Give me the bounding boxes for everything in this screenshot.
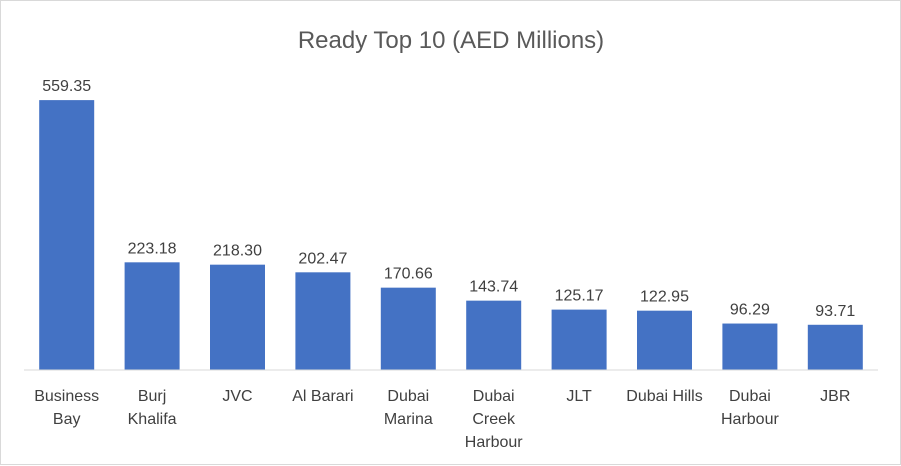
category-label-8-line-1: Harbour: [721, 411, 779, 428]
category-label-1-line-1: Khalifa: [128, 411, 177, 428]
category-label-0: Business Bay: [34, 388, 99, 428]
bar-0: [39, 100, 95, 371]
category-label-1: Burj Khalifa: [128, 388, 177, 428]
category-labels-group: Business Bay Burj Khalifa JVC Al Barari Dubai M…: [34, 388, 850, 451]
bar-6: [551, 309, 607, 370]
category-label-2-line-0: JVC: [222, 388, 252, 405]
bars-group: [39, 100, 863, 371]
category-label-1-line-0: Burj: [138, 388, 166, 405]
category-label-3-line-0: Al Barari: [292, 388, 353, 405]
category-label-2: JVC: [222, 388, 252, 405]
value-labels-group: 559.35 223.18 218.30 202.47 170.66 143.74 125.…: [42, 78, 855, 320]
value-label-2: 218.30: [213, 243, 262, 260]
chart-title: Ready Top 10 (AED Millions): [298, 27, 604, 54]
value-label-7: 122.95: [640, 289, 689, 306]
value-label-1: 223.18: [128, 240, 177, 257]
category-label-8: Dubai Harbour: [721, 388, 779, 428]
bar-2: [210, 264, 265, 370]
bar-5: [466, 300, 522, 370]
category-label-4: Dubai Marina: [384, 388, 433, 428]
value-label-5: 143.74: [469, 279, 518, 296]
category-label-7: Dubai Hills: [626, 388, 702, 405]
bar-1: [124, 262, 180, 370]
value-label-6: 125.17: [555, 288, 604, 305]
bar-8: [722, 323, 778, 370]
category-label-7-line-0: Dubai Hills: [626, 388, 702, 405]
category-label-6-line-0: JLT: [566, 388, 592, 405]
category-label-0-line-1: Bay: [53, 411, 81, 428]
value-label-3: 202.47: [298, 250, 347, 267]
value-label-4: 170.66: [384, 266, 433, 283]
category-label-9-line-0: JBR: [820, 388, 850, 405]
bar-3: [295, 272, 351, 370]
category-label-4-line-0: Dubai: [387, 388, 429, 405]
value-label-0: 559.35: [42, 78, 91, 95]
category-label-5-line-1: Creek: [472, 411, 516, 428]
category-label-5-line-0: Dubai: [473, 388, 515, 405]
bar-4: [380, 287, 436, 370]
category-label-5-line-2: Harbour: [465, 434, 523, 451]
category-label-8-line-0: Dubai: [729, 388, 771, 405]
category-label-9: JBR: [820, 388, 850, 405]
bar-9: [807, 324, 863, 370]
category-label-6: JLT: [566, 388, 592, 405]
category-label-5: Dubai Creek Harbour: [465, 388, 523, 451]
category-label-4-line-1: Marina: [384, 411, 433, 428]
value-label-8: 96.29: [730, 302, 770, 319]
value-label-9: 93.71: [815, 303, 855, 320]
bar-7: [637, 310, 692, 370]
category-label-3: Al Barari: [292, 388, 353, 405]
category-label-0-line-0: Business: [34, 388, 99, 405]
